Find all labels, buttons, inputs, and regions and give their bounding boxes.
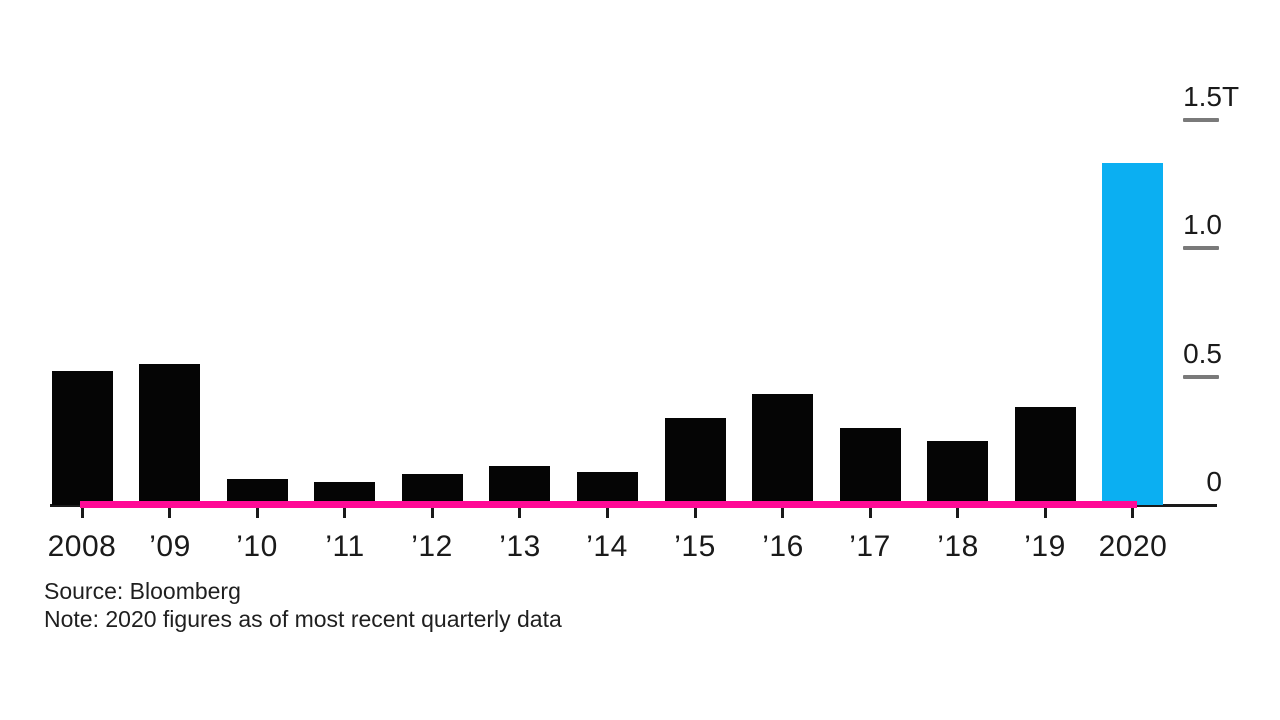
x-axis-tick (1044, 507, 1047, 518)
bar-19 (1015, 407, 1076, 505)
bar-15 (665, 418, 726, 505)
x-axis-label: 2008 (47, 530, 117, 563)
x-axis-tick (81, 507, 84, 518)
bar-09 (139, 364, 200, 505)
x-axis-tick (518, 507, 521, 518)
x-axis-label: ’19 (1024, 530, 1066, 563)
bar-18 (927, 441, 988, 505)
x-axis-tick (343, 507, 346, 518)
x-axis-tick (781, 507, 784, 518)
bar-16 (752, 394, 813, 505)
x-axis-tick (1131, 507, 1134, 518)
x-axis-label: ’14 (586, 530, 628, 563)
y-axis-tick (1183, 246, 1219, 250)
bar-12 (402, 474, 463, 505)
x-axis-label: 2020 (1098, 530, 1168, 563)
x-axis-label: ’16 (762, 530, 804, 563)
bar-17 (840, 428, 901, 505)
x-axis-tick (606, 507, 609, 518)
x-axis-tick (869, 507, 872, 518)
x-axis-label: ’13 (499, 530, 541, 563)
bar-11 (314, 482, 375, 505)
x-axis-tick (431, 507, 434, 518)
source-text: Source: Bloomberg (44, 578, 241, 604)
y-axis-label: 1.5 T (1183, 81, 1240, 112)
chart-footer: Source: Bloomberg Note: 2020 figures as … (44, 577, 562, 633)
x-axis-label: ’11 (325, 530, 365, 563)
note-text: Note: 2020 figures as of most recent qua… (44, 606, 562, 632)
y-axis-label: 1.0 (1183, 209, 1222, 240)
x-axis-tick (694, 507, 697, 518)
y-axis-tick (1183, 118, 1219, 122)
x-axis-label: ’12 (411, 530, 453, 563)
bar-2020 (1102, 163, 1163, 505)
x-axis-label: ’09 (149, 530, 191, 563)
y-axis-label: 0 (1206, 466, 1222, 497)
zero-baseline (80, 501, 1137, 508)
bar-10 (227, 479, 288, 505)
bar-13 (489, 466, 550, 505)
y-axis-label: 0.5 (1183, 338, 1222, 369)
bar-2008 (52, 371, 113, 505)
bar-14 (577, 472, 638, 505)
x-axis-label: ’15 (674, 530, 716, 563)
x-axis-label: ’17 (849, 530, 891, 563)
x-axis-label: ’18 (937, 530, 979, 563)
x-axis-label: ’10 (236, 530, 278, 563)
x-axis-tick (956, 507, 959, 518)
x-axis-tick (168, 507, 171, 518)
x-axis-tick (256, 507, 259, 518)
y-axis-tick (1183, 375, 1219, 379)
